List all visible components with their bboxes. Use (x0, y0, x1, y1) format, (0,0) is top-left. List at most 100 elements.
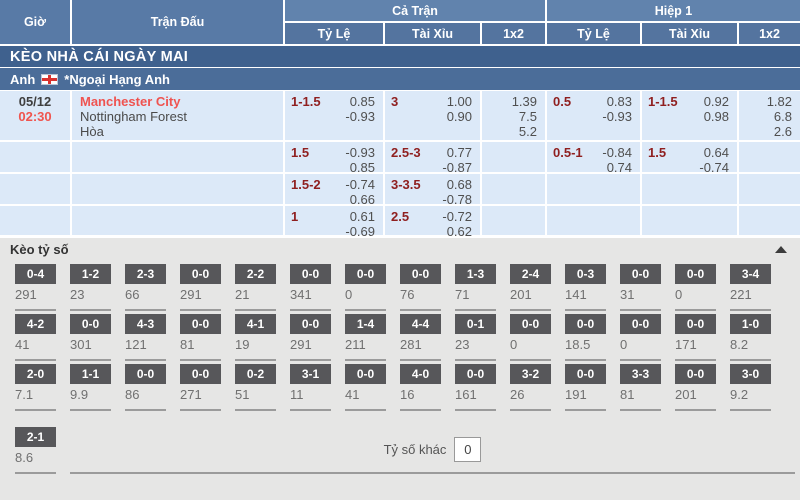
score-chip[interactable]: 0-1 (455, 314, 496, 334)
away-team[interactable]: Nottingham Forest (80, 109, 187, 124)
odds-bottom[interactable]: -0.93 (602, 109, 632, 124)
odds-bottom[interactable]: 0.74 (606, 160, 632, 175)
odds-draw[interactable]: 6.8 (773, 109, 792, 124)
odds-draw[interactable]: 7.5 (518, 109, 537, 124)
h1-overunder-odds[interactable]: 1.5 0.64 -0.74 (642, 142, 737, 175)
odds-top[interactable]: 0.68 (446, 177, 472, 192)
ft-handicap-odds[interactable]: 1.5 -0.93 0.85 (285, 142, 383, 175)
odds-bottom[interactable]: 0.90 (446, 109, 472, 124)
score-cell: 2-1 8.6 (15, 427, 56, 474)
league-name: *Ngoại Hạng Anh (64, 71, 170, 87)
chevron-up-icon[interactable] (775, 245, 787, 253)
other-score-input[interactable] (454, 437, 482, 462)
score-chip[interactable]: 4-0 (400, 364, 441, 384)
score-chip[interactable]: 1-4 (345, 314, 386, 334)
odds-bottom[interactable]: -0.87 (442, 160, 472, 175)
score-chip[interactable]: 4-3 (125, 314, 166, 334)
score-chip[interactable]: 1-3 (455, 264, 496, 284)
odds-top[interactable]: 0.83 (606, 94, 632, 109)
odds-bottom[interactable]: 0.98 (703, 109, 729, 124)
odds-top[interactable]: -0.74 (345, 177, 375, 192)
h1-handicap-odds[interactable]: 0.5 0.83 -0.93 (547, 91, 640, 140)
odds-top[interactable]: 0.92 (703, 94, 729, 109)
odds-top[interactable]: 0.61 (349, 209, 375, 224)
score-chip[interactable]: 0-0 (70, 314, 111, 334)
correct-score-header[interactable]: Kèo tỷ số (0, 238, 800, 260)
score-chip[interactable]: 0-3 (565, 264, 606, 284)
ft-overunder-odds[interactable]: 2.5 -0.72 0.62 (385, 206, 480, 239)
score-chip[interactable]: 1-2 (70, 264, 111, 284)
score-chip[interactable]: 0-0 (565, 364, 606, 384)
score-chip[interactable]: 3-2 (510, 364, 551, 384)
score-chip[interactable]: 3-1 (290, 364, 331, 384)
h1-1x2-odds[interactable]: 1.82 6.8 2.6 (739, 91, 800, 140)
odds-bottom[interactable]: 0.85 (349, 160, 375, 175)
odds-bottom[interactable]: -0.69 (345, 224, 375, 239)
score-chip[interactable]: 0-0 (345, 264, 386, 284)
score-chip[interactable]: 0-0 (180, 264, 221, 284)
score-chip[interactable]: 0-0 (675, 364, 716, 384)
odds-away-win[interactable]: 2.6 (773, 124, 792, 139)
score-chip[interactable]: 0-0 (290, 314, 331, 334)
odds-top[interactable]: -0.72 (442, 209, 472, 224)
home-team[interactable]: Manchester City (80, 94, 181, 109)
odds-top[interactable]: 0.85 (349, 94, 375, 109)
score-chip[interactable]: 0-0 (620, 264, 661, 284)
ft-handicap-odds[interactable]: 1.5-2 -0.74 0.66 (285, 174, 383, 207)
score-chip[interactable]: 0-0 (180, 364, 221, 384)
score-chip[interactable]: 0-0 (510, 314, 551, 334)
score-chip[interactable]: 2-1 (15, 427, 56, 447)
odds-bottom[interactable]: 0.66 (349, 192, 375, 207)
odds-top[interactable]: -0.84 (602, 145, 632, 160)
odds-top[interactable]: 0.77 (446, 145, 472, 160)
odds-top[interactable]: 0.64 (703, 145, 729, 160)
score-chip[interactable]: 4-1 (235, 314, 276, 334)
odds-top[interactable]: -0.93 (345, 145, 375, 160)
odds-bottom[interactable]: -0.74 (699, 160, 729, 175)
score-chip[interactable]: 2-2 (235, 264, 276, 284)
score-cell: 0-0 191 (565, 364, 606, 411)
score-chip[interactable]: 4-4 (400, 314, 441, 334)
score-chip[interactable]: 0-0 (455, 364, 496, 384)
ft-handicap-odds[interactable]: 1-1.5 0.85 -0.93 (285, 91, 383, 140)
league-bar[interactable]: Anh *Ngoại Hạng Anh (0, 68, 800, 90)
odds-bottom[interactable]: -0.78 (442, 192, 472, 207)
score-chip[interactable]: 0-0 (675, 314, 716, 334)
ft-overunder-odds[interactable]: 2.5-3 0.77 -0.87 (385, 142, 480, 175)
score-chip[interactable]: 3-3 (620, 364, 661, 384)
ft-overunder-odds[interactable]: 3-3.5 0.68 -0.78 (385, 174, 480, 207)
score-chip[interactable]: 0-0 (180, 314, 221, 334)
score-chip[interactable]: 2-3 (125, 264, 166, 284)
score-chip[interactable]: 2-0 (15, 364, 56, 384)
score-chip[interactable]: 3-0 (730, 364, 771, 384)
odds-bottom[interactable]: 0.62 (446, 224, 472, 239)
score-chip[interactable]: 0-0 (675, 264, 716, 284)
odds-home-win[interactable]: 1.82 (766, 94, 792, 109)
odds-top[interactable]: 1.00 (446, 94, 472, 109)
match-teams-cell[interactable]: Manchester City Nottingham Forest Hòa (72, 91, 283, 140)
empty-cell (547, 206, 640, 235)
score-chip[interactable]: 0-0 (620, 314, 661, 334)
score-chip[interactable]: 0-0 (125, 364, 166, 384)
score-chip[interactable]: 2-4 (510, 264, 551, 284)
score-chip[interactable]: 0-0 (400, 264, 441, 284)
score-chip[interactable]: 3-4 (730, 264, 771, 284)
score-chip[interactable]: 4-2 (15, 314, 56, 334)
score-chip[interactable]: 0-0 (290, 264, 331, 284)
ft-1x2-odds[interactable]: 1.39 7.5 5.2 (482, 91, 545, 140)
ft-overunder-odds[interactable]: 3 1.00 0.90 (385, 91, 480, 140)
score-chip[interactable]: 0-2 (235, 364, 276, 384)
score-row-last: 2-1 8.6 Tỷ số khác (0, 427, 800, 474)
score-odds: 23 (70, 287, 85, 302)
odds-away-win[interactable]: 5.2 (518, 124, 537, 139)
score-chip[interactable]: 0-0 (565, 314, 606, 334)
score-chip[interactable]: 0-4 (15, 264, 56, 284)
score-chip[interactable]: 0-0 (345, 364, 386, 384)
odds-home-win[interactable]: 1.39 (511, 94, 537, 109)
ft-handicap-odds[interactable]: 1 0.61 -0.69 (285, 206, 383, 239)
odds-bottom[interactable]: -0.93 (345, 109, 375, 124)
h1-overunder-odds[interactable]: 1-1.5 0.92 0.98 (642, 91, 737, 140)
h1-handicap-odds[interactable]: 0.5-1 -0.84 0.74 (547, 142, 640, 175)
score-chip[interactable]: 1-1 (70, 364, 111, 384)
score-chip[interactable]: 1-0 (730, 314, 771, 334)
